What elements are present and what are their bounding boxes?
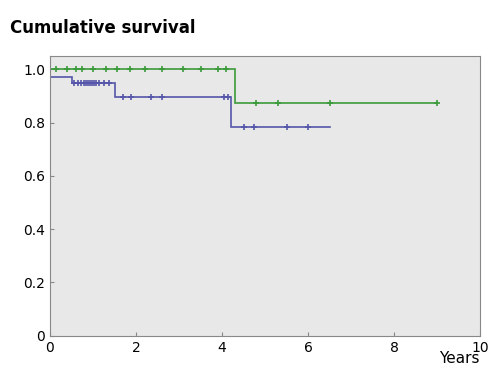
- Text: Years: Years: [440, 351, 480, 366]
- Text: Cumulative survival: Cumulative survival: [10, 19, 196, 37]
